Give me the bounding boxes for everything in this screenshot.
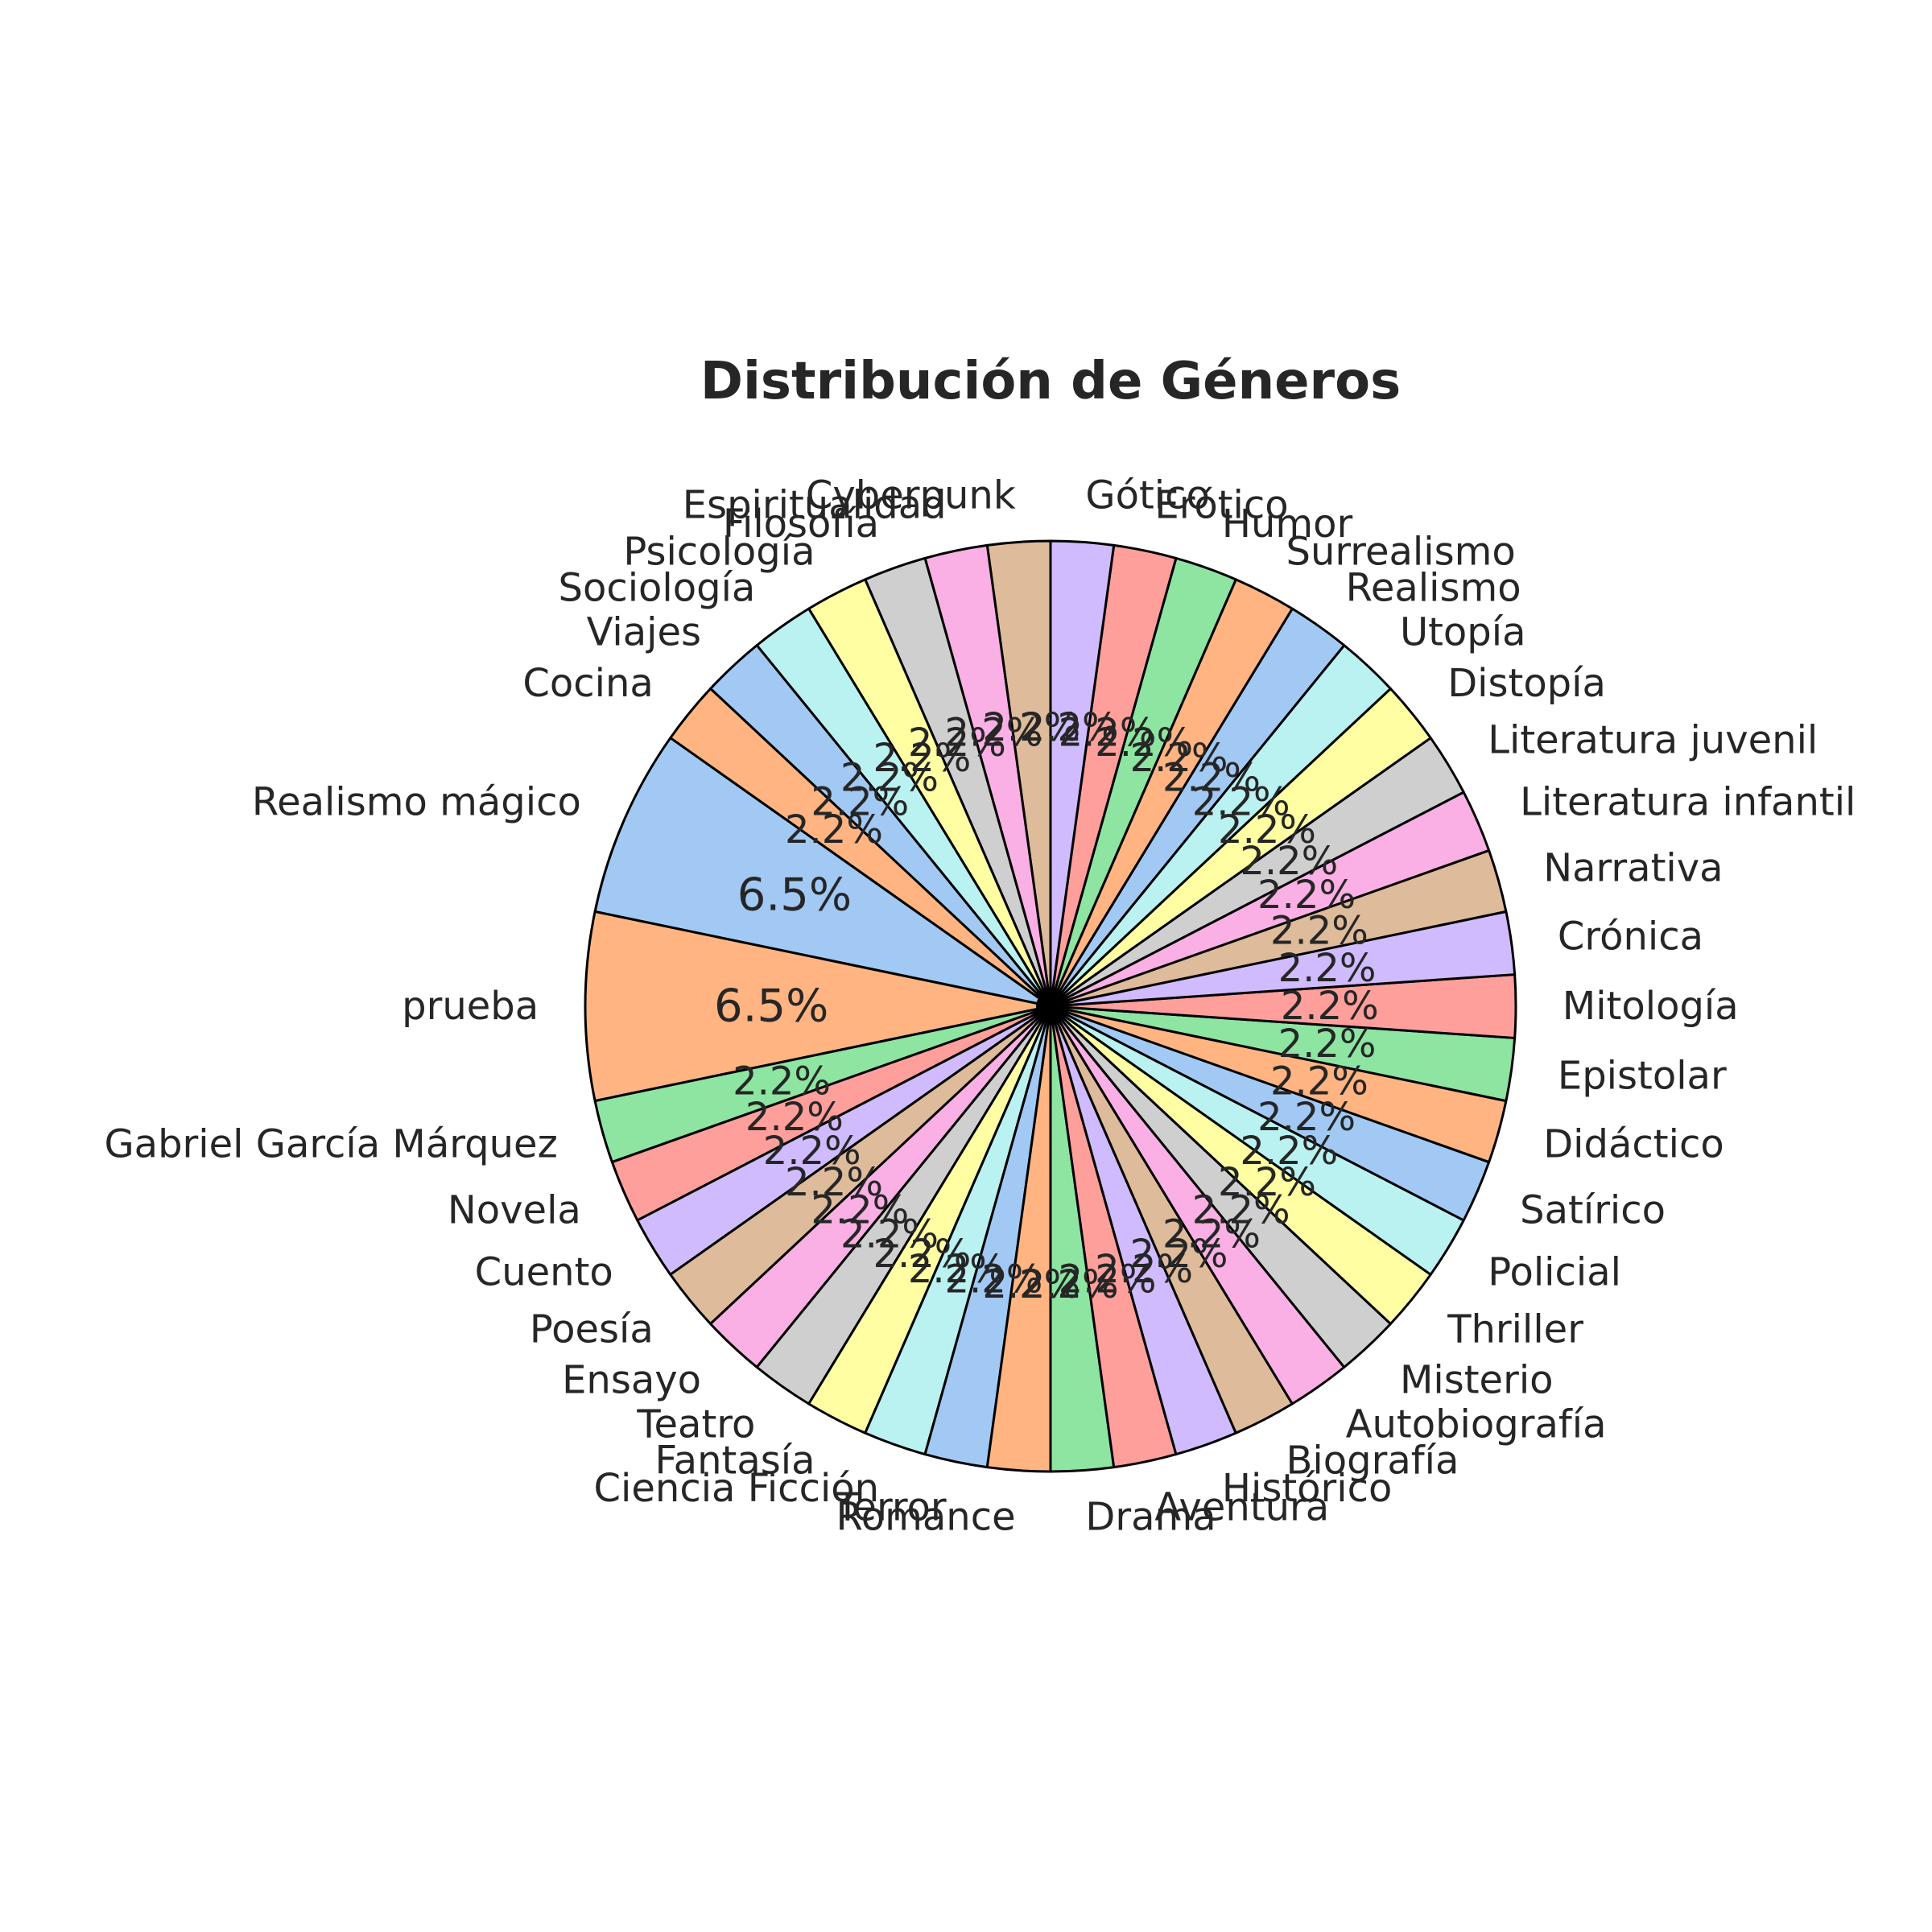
slice-category-label: Ensayo xyxy=(562,1358,701,1403)
slice-percent-label: 2.2% xyxy=(1095,1247,1193,1292)
slice-percent-label: 2.2% xyxy=(873,1232,971,1277)
slice-category-label: Autobiografía xyxy=(1346,1402,1607,1447)
slice-category-label: Realismo xyxy=(1346,566,1521,611)
slice-category-label: Histórico xyxy=(1222,1466,1392,1511)
slice-percent-label: 2.2% xyxy=(1192,1187,1290,1232)
slice-percent-label: 2.2% xyxy=(785,1160,883,1205)
slice-category-label: Psicología xyxy=(623,529,815,574)
slice-category-label: Erótico xyxy=(1154,483,1288,528)
slice-percent-label: 2.2% xyxy=(840,756,939,801)
slice-percent-label: 2.2% xyxy=(1257,873,1356,918)
slice-percent-label: 2.2% xyxy=(1130,1232,1228,1277)
slice-percent-label: 2.2% xyxy=(908,1247,1006,1292)
slice-category-label: Gótico xyxy=(1085,473,1209,518)
slice-percent-label: 6.5% xyxy=(714,980,828,1033)
slice-category-label: Policial xyxy=(1488,1249,1621,1294)
slice-category-label: Narrativa xyxy=(1543,845,1723,890)
slice-percent-label: 2.2% xyxy=(1270,1059,1368,1104)
slice-category-label: Terror xyxy=(835,1485,947,1530)
slice-percent-label: 2.2% xyxy=(908,720,1006,766)
slice-percent-label: 2.2% xyxy=(1278,946,1377,991)
slice-category-label: Romance xyxy=(836,1494,1016,1539)
slice-percent-label: 2.2% xyxy=(1162,756,1261,801)
slice-percent-label: 2.2% xyxy=(745,1095,844,1140)
slice-percent-label: 2.2% xyxy=(982,705,1080,750)
slice-percent-label: 2.2% xyxy=(982,1262,1080,1307)
slice-percent-label: 2.2% xyxy=(1059,1257,1157,1302)
slice-percent-label: 2.2% xyxy=(785,807,883,852)
slice-category-label: Gabriel García Márquez xyxy=(104,1122,557,1167)
slice-percent-label: 2.2% xyxy=(1059,710,1157,755)
slice-percent-label: 2.2% xyxy=(1021,705,1119,750)
slice-category-label: Cocina xyxy=(522,661,653,706)
slice-category-label: Teatro xyxy=(636,1402,755,1447)
slice-category-label: Misterio xyxy=(1400,1358,1554,1403)
pie-center-hub xyxy=(1036,992,1065,1021)
slice-percent-label: 2.2% xyxy=(1257,1095,1356,1140)
slice-category-label: Didáctico xyxy=(1543,1122,1724,1167)
slice-percent-label: 2.2% xyxy=(1021,1262,1119,1307)
slice-category-label: Humor xyxy=(1222,502,1353,547)
pie-percent-labels: 2.2%2.2%2.2%2.2%2.2%2.2%2.2%6.5%6.5%2.2%… xyxy=(714,705,1379,1307)
slice-percent-label: 2.2% xyxy=(763,1129,861,1174)
slice-category-label: Epistolar xyxy=(1558,1054,1727,1099)
slice-percent-label: 2.2% xyxy=(1095,720,1193,766)
slice-category-label: Sociología xyxy=(558,566,755,611)
slice-category-label: Cuento xyxy=(475,1249,613,1294)
slice-percent-label: 6.5% xyxy=(737,869,852,921)
slice-category-label: Crónica xyxy=(1558,914,1703,959)
slice-category-label: Mitología xyxy=(1563,984,1739,1029)
slice-category-label: Distopía xyxy=(1447,661,1606,706)
slice-category-label: Satírico xyxy=(1520,1187,1666,1232)
slice-percent-label: 2.2% xyxy=(1270,908,1368,953)
slice-category-label: Poesía xyxy=(530,1307,654,1352)
slice-category-label: Ciencia Ficción xyxy=(594,1466,880,1511)
slice-percent-label: 2.2% xyxy=(1278,1022,1377,1067)
pie-slices xyxy=(584,539,1517,1473)
slice-percent-label: 2.2% xyxy=(1130,736,1228,781)
slice-category-label: Viajes xyxy=(587,609,701,654)
pie-slice xyxy=(1049,539,1116,1008)
slice-category-label: Literatura juvenil xyxy=(1488,718,1818,763)
slice-percent-label: 2.2% xyxy=(944,710,1042,755)
slice-category-label: Biografía xyxy=(1286,1439,1459,1484)
slice-category-label: Novela xyxy=(448,1187,581,1232)
slice-percent-label: 2.2% xyxy=(1281,984,1379,1029)
slice-category-label: Thriller xyxy=(1447,1307,1583,1352)
slice-category-label: Espiritualidad xyxy=(683,483,947,528)
slice-category-label: Fantasía xyxy=(654,1439,815,1484)
slice-category-label: Drama xyxy=(1085,1494,1216,1539)
slice-percent-label: 2.2% xyxy=(840,1212,939,1257)
slice-percent-label: 2.2% xyxy=(1192,780,1290,825)
slice-category-label: Filosofía xyxy=(723,502,879,547)
slice-category-label: Literatura infantil xyxy=(1520,780,1856,825)
slice-category-label: Surrealismo xyxy=(1286,529,1516,574)
slice-percent-label: 2.2% xyxy=(944,1257,1042,1302)
pie-category-labels: CyberpunkEspiritualidadFilosofíaPsicolog… xyxy=(104,473,1856,1540)
pie-slice xyxy=(593,737,1052,1008)
slice-percent-label: 2.2% xyxy=(1218,1160,1316,1205)
slice-category-label: Realismo mágico xyxy=(252,780,581,825)
slice-category-label: Cyberpunk xyxy=(806,473,1016,518)
slice-percent-label: 2.2% xyxy=(733,1059,831,1104)
slice-percent-label: 2.2% xyxy=(1162,1212,1261,1257)
slice-percent-label: 2.2% xyxy=(811,780,909,825)
slice-percent-label: 2.2% xyxy=(1240,1129,1338,1174)
slice-percent-label: 2.2% xyxy=(1218,807,1316,852)
slice-category-label: prueba xyxy=(402,984,539,1029)
pie-slice xyxy=(584,910,1052,1103)
slice-percent-label: 2.2% xyxy=(873,736,971,781)
chart-title: Distribución de Géneros xyxy=(700,352,1401,411)
slice-percent-label: 2.2% xyxy=(811,1187,909,1232)
slice-percent-label: 2.2% xyxy=(1240,839,1338,884)
slice-category-label: Utopía xyxy=(1400,609,1526,654)
slice-category-label: Aventura xyxy=(1154,1485,1329,1530)
